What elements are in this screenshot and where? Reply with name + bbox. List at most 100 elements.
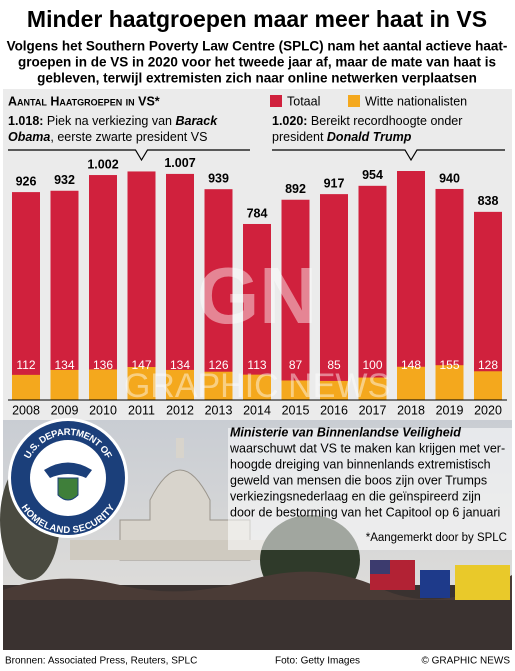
watermark-logo: GN <box>197 251 317 340</box>
value-label: 917 <box>324 176 345 190</box>
value-label: 147 <box>131 358 151 372</box>
annotation-part: Donald Trump <box>327 130 412 144</box>
value-label: 926 <box>16 174 37 188</box>
annotation-part: president <box>272 130 327 144</box>
flag-canton <box>370 560 390 574</box>
value-label: 136 <box>93 358 113 372</box>
x-tick-label: 2008 <box>12 403 40 417</box>
bar-white-nationalist <box>166 369 194 400</box>
legend-swatch <box>270 95 282 107</box>
x-tick-label: 2017 <box>359 403 387 417</box>
value-label: 100 <box>362 358 382 372</box>
x-tick-label: 2016 <box>320 403 348 417</box>
flag <box>420 570 450 598</box>
x-tick-label: 2011 <box>128 403 155 417</box>
annotation-bracket <box>8 149 250 162</box>
value-label: 113 <box>247 358 266 372</box>
legend-label: Totaal <box>287 94 320 108</box>
value-label: 148 <box>401 358 421 372</box>
subtitle-line: gebleven, terwijl extremisten zich naar … <box>37 71 477 86</box>
body-line: hoogde dreiging van binnenlands extremis… <box>230 457 491 471</box>
body-line: waarschuwt dat VS te maken kan krijgen m… <box>229 441 505 455</box>
capitol <box>119 469 251 561</box>
x-tick-label: 2020 <box>474 403 502 417</box>
bar-total <box>243 223 271 400</box>
value-label: 112 <box>16 358 35 372</box>
bar-white-nationalist <box>358 377 387 400</box>
annotation-line: Obama, eerste zwarte president VS <box>8 130 207 144</box>
footer-bar <box>0 650 515 671</box>
x-tick-label: 2010 <box>89 403 117 417</box>
annotation-part: Bereikt recordhoogte onder <box>307 114 462 128</box>
value-label: 87 <box>289 358 303 372</box>
x-tick-label: 2014 <box>243 403 271 417</box>
bar-total <box>474 211 502 400</box>
bar-total <box>166 173 194 400</box>
bar-white-nationalist <box>435 365 464 400</box>
bar-total <box>127 171 156 400</box>
legend-swatch <box>348 95 360 107</box>
seal-eagle <box>44 462 92 478</box>
annotation-part: Obama <box>8 130 50 144</box>
bar-white-nationalist <box>243 374 271 400</box>
value-label: 85 <box>327 358 341 372</box>
value-label: 939 <box>208 171 229 185</box>
body-line: geweld van mensen die boos zijn over Tru… <box>230 473 487 487</box>
bar-white-nationalist <box>320 380 348 400</box>
body-line: door de bestorming van het Capitool op 6… <box>230 505 500 519</box>
x-tick-label: 2019 <box>436 403 464 417</box>
value-label: 838 <box>478 194 499 208</box>
bar-total <box>89 175 117 400</box>
bar-white-nationalist <box>50 369 79 400</box>
x-tick-label: 2018 <box>397 403 425 417</box>
bar-total <box>204 189 233 400</box>
value-label: 932 <box>54 173 75 187</box>
annotation-part: Piek na verkiezing van <box>43 114 175 128</box>
flag <box>455 565 510 600</box>
crowd-heads <box>3 571 512 600</box>
value-label: 155 <box>439 358 459 372</box>
bar-total <box>281 199 310 400</box>
value-label: 126 <box>208 358 228 372</box>
bar-white-nationalist <box>281 380 310 400</box>
subtitle-line: Volgens het Southern Poverty Law Centre … <box>7 39 508 54</box>
text-backdrop <box>228 428 512 550</box>
legend-label: Witte nationalisten <box>365 94 467 108</box>
subtitle-line: groepen in de VS in 2020 voor het tweede… <box>18 55 496 70</box>
value-label: 1.007 <box>164 156 195 170</box>
value-label: 1.002 <box>87 157 118 171</box>
annotation-line: president Donald Trump <box>272 130 412 144</box>
body-line: verkiezingsnederlaag en die geïnspireerd… <box>230 489 481 503</box>
x-tick-label: 2013 <box>205 403 233 417</box>
value-label: 954 <box>362 168 383 182</box>
annotation-part: Barack <box>175 114 218 128</box>
bar-white-nationalist <box>204 371 233 400</box>
annotation-line: 1.020: Bereikt recordhoogte onder <box>272 114 462 128</box>
bar-total <box>358 185 387 400</box>
value-label: 892 <box>285 182 306 196</box>
annotation-part: , eerste zwarte president VS <box>50 130 207 144</box>
capitol-lantern <box>176 438 184 458</box>
bar-total <box>320 194 348 400</box>
bar-total <box>397 171 425 400</box>
value-label: 134 <box>54 358 74 372</box>
footer-photo: Foto: Getty Images <box>275 656 360 667</box>
bar-white-nationalist <box>474 371 502 400</box>
body-heading: Ministerie van Binnenlandse Veiligheid <box>230 425 461 439</box>
bar-total <box>435 188 464 400</box>
footer-credit: © GRAPHIC NEWS <box>422 656 511 667</box>
x-tick-label: 2015 <box>282 403 310 417</box>
annotation-part: 1.018: <box>8 114 43 128</box>
x-tick-label: 2012 <box>166 403 194 417</box>
footer-sources: Bronnen: Associated Press, Reuters, SPLC <box>5 656 197 667</box>
annotation-part: 1.020: <box>272 114 307 128</box>
bar-white-nationalist <box>12 374 40 400</box>
seal-shield <box>57 477 79 501</box>
bar-total <box>12 192 40 400</box>
value-label: 940 <box>439 171 460 185</box>
annotation-bracket <box>272 149 505 162</box>
bar-white-nationalist <box>127 366 156 400</box>
title: Minder haatgroepen maar meer haat in VS <box>27 6 487 32</box>
value-label: 134 <box>170 358 190 372</box>
